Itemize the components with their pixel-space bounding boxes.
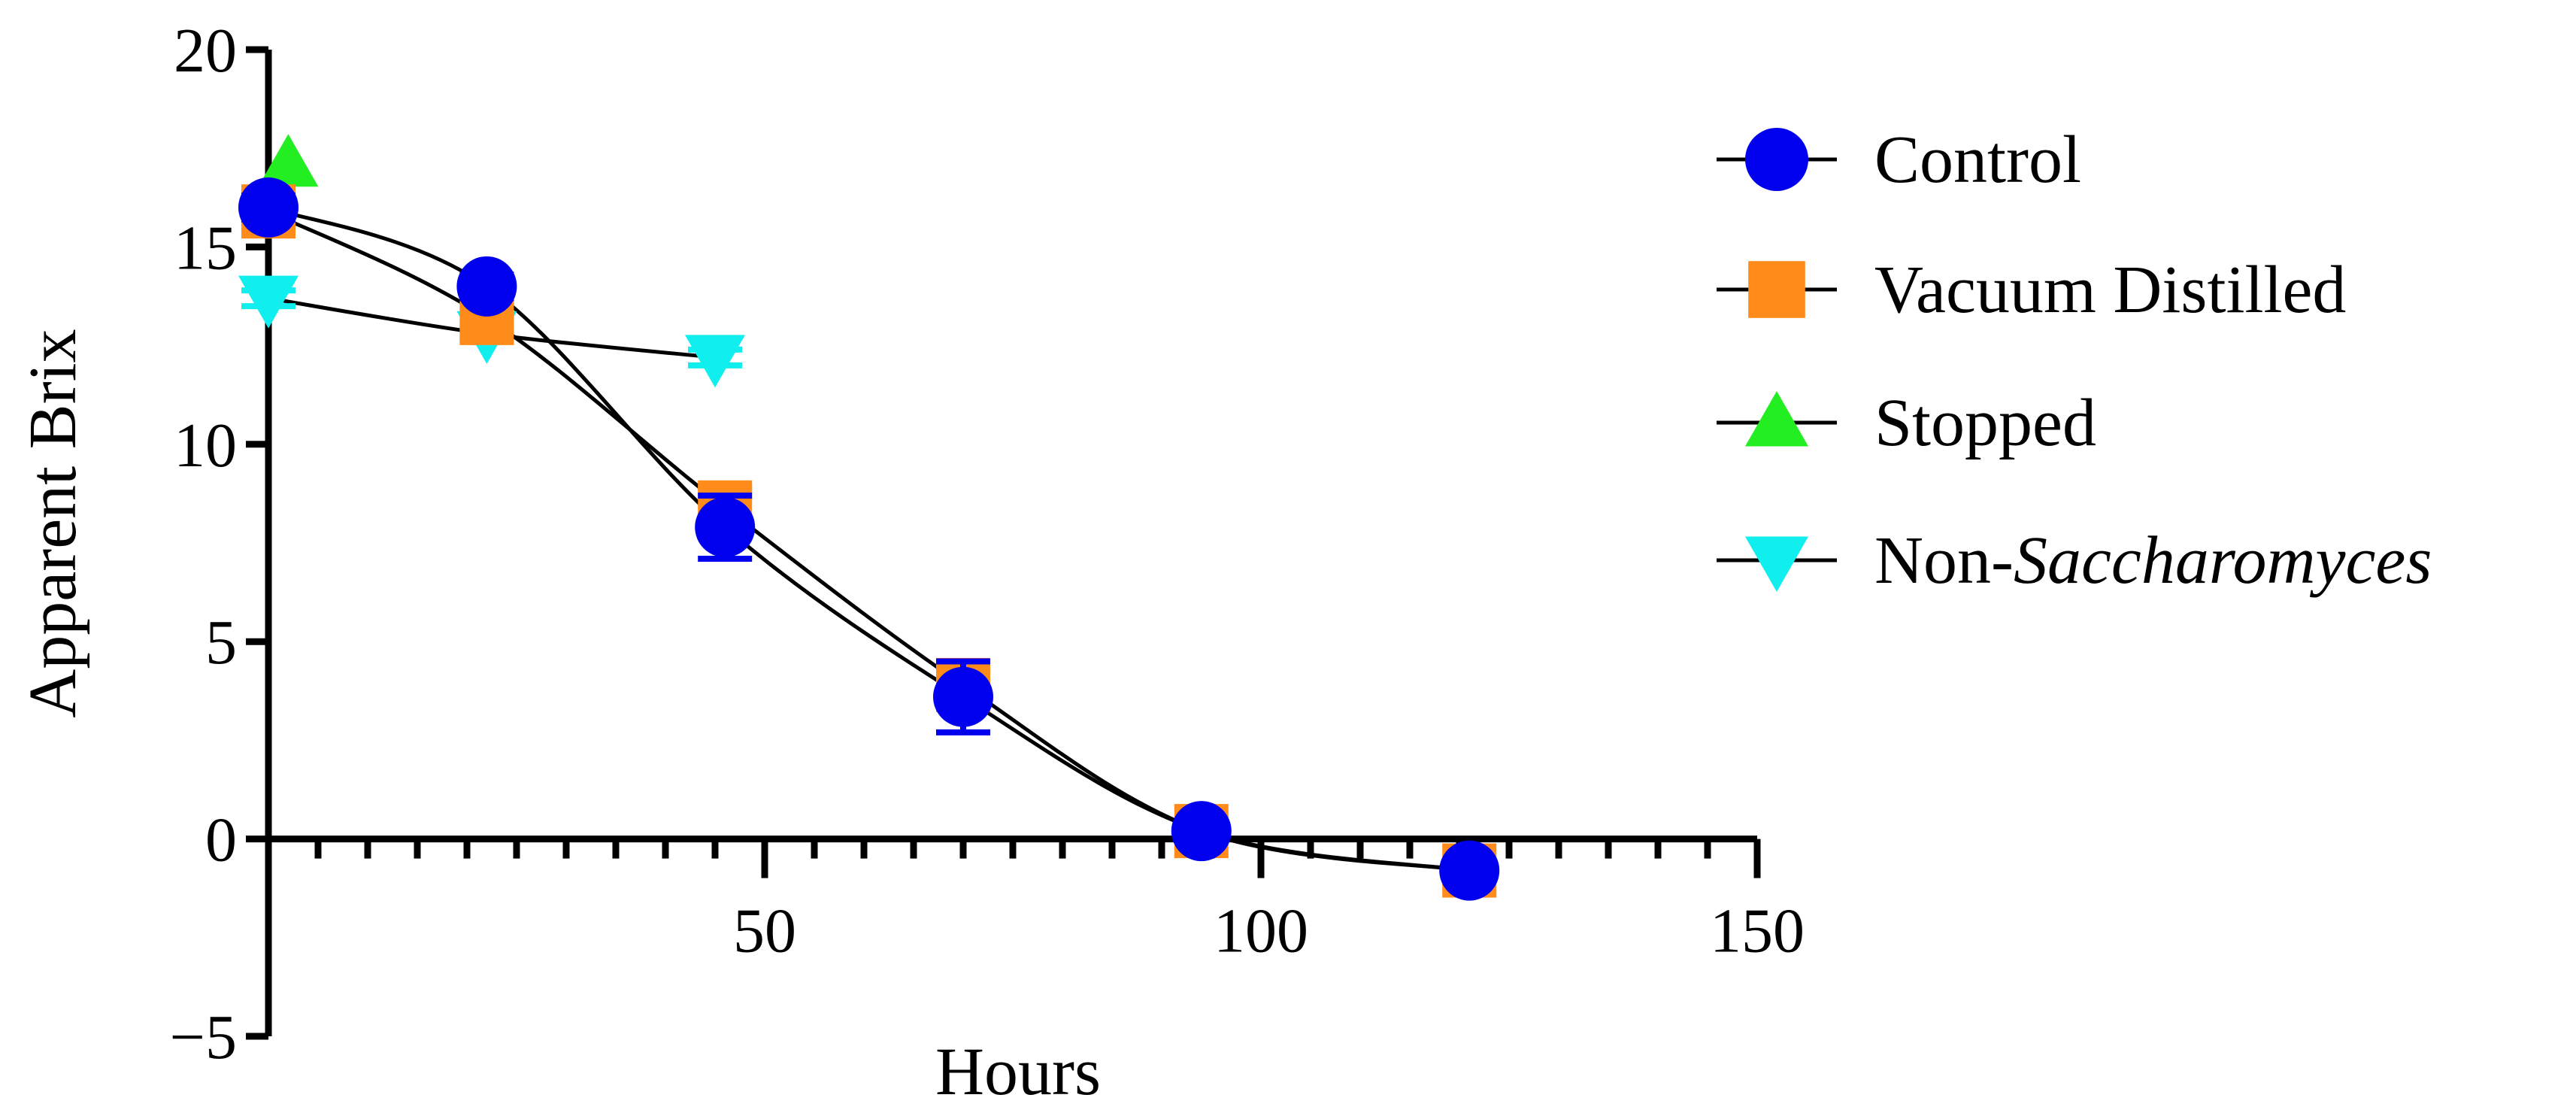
y-tick-label: 5 (205, 608, 237, 678)
legend-label-stopped: Stopped (1874, 386, 2096, 460)
data-point-non-saccharomyces (685, 335, 745, 388)
data-point-control (1439, 840, 1500, 901)
legend-marker-vacuum-distilled (1748, 261, 1805, 318)
data-point-control (1171, 801, 1232, 862)
legend-marker-control (1745, 128, 1808, 191)
x-tick-label: 150 (1710, 896, 1805, 966)
axes: −5 0 5 10 15 20 50 100 150 (170, 16, 1805, 1072)
data-point-non-saccharomyces (238, 275, 299, 329)
y-tick-label: 10 (174, 411, 237, 481)
legend-label-prefix: Non- (1874, 523, 2014, 598)
y-tick-label: −5 (170, 1002, 237, 1072)
data-point-control (933, 666, 993, 727)
data-point-control (238, 177, 299, 238)
legend: Control Vacuum Distilled Stopped Non-Saccha… (1717, 123, 2432, 598)
data-point-stopped (258, 134, 319, 187)
y-tick-label: 20 (174, 16, 237, 86)
legend-label-vacuum-distilled: Vacuum Distilled (1874, 253, 2346, 327)
fit-curve-control (268, 205, 1470, 873)
x-tick-label: 50 (733, 896, 796, 966)
y-tick-label: 0 (205, 805, 237, 875)
legend-label-italic: Saccharomyces (2014, 523, 2432, 598)
data-point-control (695, 497, 756, 558)
data-point-control (456, 256, 517, 317)
y-tick-label: 15 (174, 213, 237, 283)
legend-marker-non-saccharomyces (1745, 536, 1808, 592)
legend-label-control: Control (1874, 123, 2081, 197)
x-tick-label: 100 (1214, 896, 1308, 966)
fit-curves (267, 205, 1470, 873)
data-points (238, 134, 1500, 901)
legend-label-non-saccharomyces: Non-Saccharomyces (1874, 523, 2432, 598)
x-axis-title: Hours (935, 1035, 1101, 1109)
y-axis-title: Apparent Brix (16, 329, 90, 717)
legend-marker-stopped (1745, 391, 1808, 447)
fit-curve-vacuum-distilled (267, 209, 1470, 873)
